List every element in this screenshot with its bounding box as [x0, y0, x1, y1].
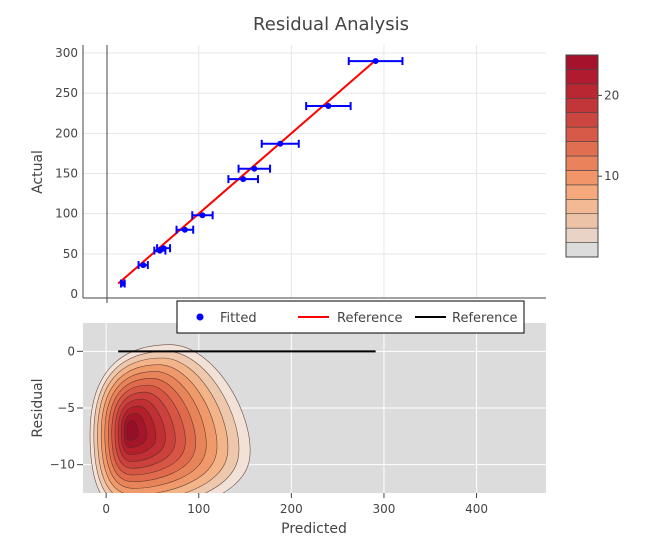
- top-y-axis-title: Actual: [30, 150, 46, 194]
- fitted-point-group: [347, 57, 404, 66]
- fitted-point: [251, 165, 258, 172]
- bottom-y-tick-labels: 0 −5 −10: [50, 344, 83, 472]
- fitted-point-group: [191, 211, 214, 220]
- top-plot-area: [117, 57, 404, 288]
- x-tick-label: 200: [280, 502, 303, 516]
- legend-fitted-label: Fitted: [220, 311, 257, 326]
- legend-reference-red-label: Reference: [337, 311, 402, 326]
- fitted-point-group: [137, 261, 149, 270]
- x-tick-label: 100: [187, 502, 210, 516]
- top-y-tick-label: 0: [70, 287, 78, 301]
- bottom-y-tick-label: −5: [57, 401, 75, 415]
- bottom-y-tick-label: 0: [67, 344, 75, 358]
- chart-title: Residual Analysis: [253, 14, 409, 35]
- legend-reference-black-label: Reference: [452, 311, 517, 326]
- fitted-point: [160, 245, 167, 252]
- colorbar-band: [565, 97, 599, 114]
- fitted-point: [372, 58, 379, 65]
- colorbar-band: [565, 155, 599, 171]
- legend-fitted-marker: [196, 313, 204, 321]
- colorbar-band: [565, 242, 599, 258]
- x-axis-title: Predicted: [281, 521, 347, 537]
- top-gridlines: [83, 45, 546, 298]
- top-y-tick-labels: 0 50 100 150 200 250 300: [55, 46, 78, 301]
- bottom-y-tick-label: −10: [50, 458, 75, 472]
- top-y-tick-label: 200: [55, 126, 78, 140]
- fitted-point-group: [156, 244, 172, 253]
- colorbar-band: [565, 184, 599, 200]
- x-tick-labels: 0 100 200 300 400: [102, 493, 488, 516]
- legend: Fitted Reference Reference: [176, 300, 525, 334]
- colorbar: 10 20: [565, 54, 619, 258]
- fitted-point-group: [175, 225, 195, 234]
- x-tick-label: 0: [102, 502, 110, 516]
- fitted-point: [240, 176, 247, 183]
- colorbar-band: [565, 141, 599, 157]
- reference-line-red: [117, 59, 377, 285]
- bottom-plot-area: [89, 344, 376, 493]
- top-y-tick-label: 300: [55, 46, 78, 60]
- colorbar-band: [565, 112, 599, 128]
- top-y-tick-label: 150: [55, 167, 78, 181]
- colorbar-band: [565, 170, 599, 186]
- colorbar-band: [565, 83, 599, 99]
- legend-box: [176, 300, 525, 334]
- colorbar-tick-label: 20: [604, 88, 619, 102]
- bottom-y-axis-title: Residual: [30, 378, 46, 437]
- fitted-point-group: [227, 175, 260, 184]
- fitted-point: [277, 140, 284, 147]
- top-y-tick-label: 250: [55, 86, 78, 100]
- x-tick-label: 300: [372, 502, 395, 516]
- colorbar-frame: [565, 54, 599, 258]
- colorbar-tick-label: 10: [604, 169, 619, 183]
- fitted-point-group: [305, 102, 352, 111]
- colorbar-band: [565, 126, 599, 142]
- top-y-tick-label: 50: [63, 247, 78, 261]
- fitted-point-group: [237, 164, 272, 173]
- fitted-point-group: [260, 139, 300, 148]
- top-y-tick-label: 100: [55, 207, 78, 221]
- colorbar-band: [565, 213, 599, 229]
- colorbar-band: [565, 227, 599, 243]
- colorbar-band: [565, 54, 599, 70]
- fitted-point: [199, 212, 206, 219]
- colorbar-band: [565, 198, 599, 215]
- fitted-point: [140, 262, 147, 269]
- x-tick-label: 400: [465, 502, 488, 516]
- density-contour-level: [126, 420, 139, 441]
- fitted-point: [119, 280, 126, 287]
- fitted-point-group: [119, 279, 126, 288]
- fitted-point: [325, 103, 332, 110]
- colorbar-band: [565, 69, 599, 85]
- fitted-point: [181, 226, 188, 233]
